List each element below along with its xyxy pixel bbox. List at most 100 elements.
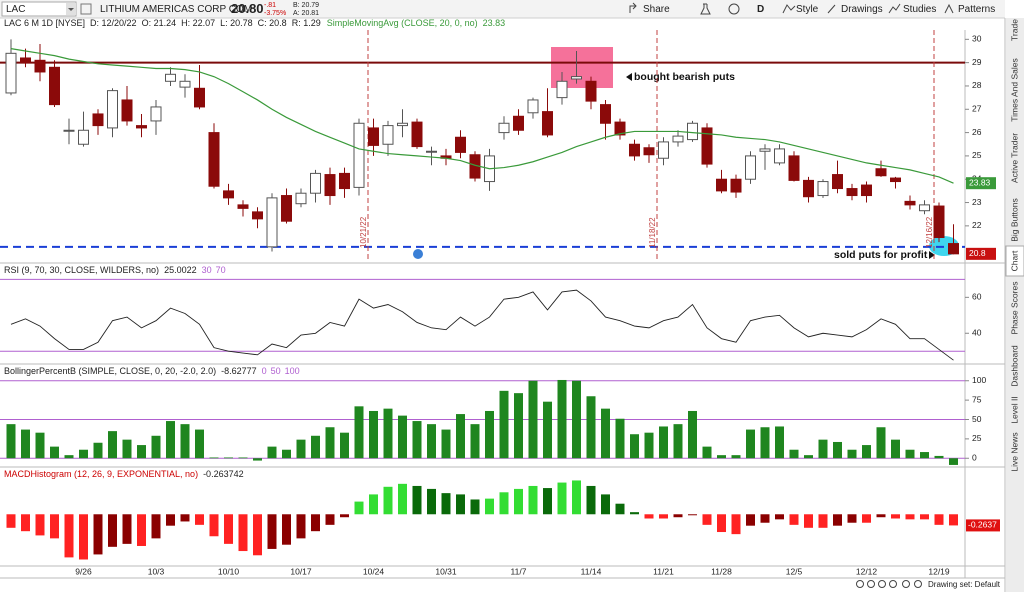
x-tick-label: 12/5 xyxy=(786,566,803,576)
y-tick-label: 50 xyxy=(972,414,982,424)
bar xyxy=(412,485,422,515)
bar xyxy=(804,455,813,459)
side-tab[interactable]: Dashboard xyxy=(1009,345,1019,387)
bar xyxy=(224,514,233,544)
bar xyxy=(369,494,378,515)
bar xyxy=(50,514,59,539)
candle-body xyxy=(745,155,756,180)
bar xyxy=(673,514,683,518)
header-open: O: 21.24 xyxy=(142,18,177,28)
bar xyxy=(601,408,610,459)
share-button[interactable]: Share xyxy=(643,4,670,15)
drawings-icon[interactable] xyxy=(827,4,836,14)
bar xyxy=(949,514,958,526)
bar xyxy=(412,421,422,459)
bar xyxy=(862,445,871,459)
event-marker[interactable] xyxy=(413,249,423,259)
bar xyxy=(108,514,117,547)
bar xyxy=(79,449,88,459)
bar xyxy=(267,446,277,459)
candle-body xyxy=(49,66,60,106)
patterns-icon[interactable] xyxy=(944,3,954,14)
bar xyxy=(296,514,306,539)
bar xyxy=(383,486,393,515)
y-tick-label: 75 xyxy=(972,394,982,404)
candle-body xyxy=(498,122,510,134)
symbol[interactable]: LAC xyxy=(6,4,25,15)
bar xyxy=(557,482,567,515)
bar xyxy=(818,514,828,528)
side-tab[interactable]: Times And Sales xyxy=(1009,58,1019,121)
bb-level: 50 xyxy=(271,366,281,376)
candle-body xyxy=(788,155,800,181)
candle-body xyxy=(875,168,887,177)
x-tick-label: 12/12 xyxy=(856,566,878,576)
style-button[interactable]: Style xyxy=(796,4,819,15)
bar xyxy=(717,514,726,533)
drawing-set[interactable]: Drawing set: Default xyxy=(928,580,1001,589)
y-tick-label: 29 xyxy=(972,57,982,67)
candle-body xyxy=(658,141,669,159)
link-icon[interactable] xyxy=(80,3,92,15)
side-tab[interactable]: Level II xyxy=(1009,396,1019,423)
bar xyxy=(311,514,320,532)
patterns-button[interactable]: Patterns xyxy=(958,4,995,15)
candle-body xyxy=(904,200,916,206)
candle-body xyxy=(614,121,626,136)
bar xyxy=(427,488,436,515)
side-tab[interactable]: Trade xyxy=(1009,19,1019,41)
side-tab[interactable]: Phase Scores xyxy=(1009,282,1019,335)
share-icon[interactable] xyxy=(629,2,637,13)
chart-header: LAC 6 M 1D [NYSE] D: 12/20/22 O: 21.24 H: 2… xyxy=(4,18,505,28)
bar xyxy=(920,514,929,520)
aggregation-button[interactable]: D xyxy=(757,4,764,15)
candle-body xyxy=(513,115,524,131)
flask-icon[interactable] xyxy=(700,3,711,15)
header-low: L: 20.78 xyxy=(220,18,253,28)
bar xyxy=(702,514,712,525)
price-badge xyxy=(966,519,1000,532)
bar xyxy=(441,429,451,459)
bar xyxy=(325,427,335,459)
drawings-button[interactable]: Drawings xyxy=(841,4,883,15)
bar xyxy=(847,449,857,459)
bar xyxy=(180,424,190,459)
bar xyxy=(514,393,523,459)
bar xyxy=(775,514,784,520)
candle-body xyxy=(759,148,771,152)
style-icon[interactable] xyxy=(782,4,796,14)
candle-body xyxy=(716,178,727,192)
candle-body xyxy=(455,136,466,153)
bar xyxy=(122,439,132,459)
studies-icon[interactable] xyxy=(888,3,901,14)
bar xyxy=(151,435,161,459)
bar xyxy=(64,455,74,459)
candle-body xyxy=(382,125,394,145)
candle-body xyxy=(933,205,945,239)
clock-icon[interactable] xyxy=(728,3,740,15)
y-tick-label: 25 xyxy=(972,150,982,160)
side-tab[interactable]: Chart xyxy=(1009,250,1019,271)
bar xyxy=(6,514,16,528)
bar xyxy=(905,449,915,459)
bar xyxy=(470,499,480,515)
candle-body xyxy=(165,73,176,82)
candle-body xyxy=(194,87,205,108)
candle-body xyxy=(266,197,278,248)
price-badge-label: 20.8 xyxy=(969,248,986,258)
bar xyxy=(267,514,277,549)
studies-button[interactable]: Studies xyxy=(903,4,936,15)
zoom-controls[interactable] xyxy=(856,580,922,588)
candle-body xyxy=(846,188,858,197)
side-panel xyxy=(1006,18,1024,592)
candle-body xyxy=(295,192,307,205)
side-tab[interactable]: Live News xyxy=(1009,432,1019,471)
y-tick-label: 22 xyxy=(972,220,982,230)
ask: A: 20.81 xyxy=(293,10,319,17)
side-tab[interactable]: Big Buttons xyxy=(1009,198,1019,241)
bar xyxy=(630,512,639,515)
side-tab[interactable]: Active Trader xyxy=(1009,133,1019,183)
bar xyxy=(282,449,291,459)
price-badge-label: -0.2637 xyxy=(968,520,997,530)
rsi-last: 25.0022 xyxy=(164,265,197,275)
